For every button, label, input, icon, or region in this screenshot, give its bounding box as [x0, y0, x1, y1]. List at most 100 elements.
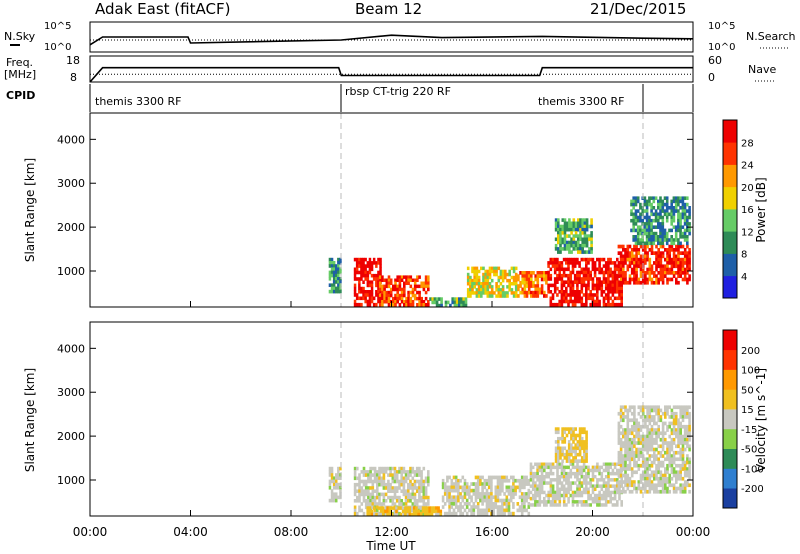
velocity-cell	[602, 481, 606, 485]
velocity-cell	[679, 470, 682, 475]
power-cell	[570, 240, 573, 245]
power-cell	[602, 299, 606, 304]
velocity-cell	[569, 493, 573, 498]
power-cell	[400, 300, 404, 304]
velocity-cell	[616, 484, 619, 488]
power-cell	[666, 261, 669, 265]
power-cell	[405, 296, 408, 301]
power-cell	[672, 238, 676, 242]
power-cell	[400, 287, 404, 292]
velocity-cell	[457, 495, 460, 500]
velocity-cell	[376, 482, 379, 487]
freq-tick-bottom: 8	[70, 71, 77, 84]
power-cell	[381, 287, 384, 292]
power-cell	[545, 294, 548, 298]
power-cell	[643, 199, 647, 204]
velocity-cell	[389, 486, 392, 490]
power-cell	[630, 212, 633, 217]
power-cell	[525, 284, 529, 288]
velocity-cell	[400, 499, 403, 503]
power-cell	[583, 218, 587, 222]
power-cell	[661, 277, 665, 282]
velocity-cell	[585, 443, 588, 447]
velocity-cell	[622, 411, 625, 416]
power-cell	[530, 290, 533, 295]
velocity-cell	[483, 498, 487, 503]
velocity-cell	[617, 473, 621, 478]
velocity-cell	[380, 466, 383, 471]
power-cell	[560, 273, 564, 278]
power-cell	[562, 296, 566, 301]
velocity-cell	[422, 511, 426, 516]
power-cell	[681, 215, 685, 220]
power-cell	[501, 285, 505, 289]
velocity-cell	[677, 463, 680, 468]
velocity-cell	[683, 415, 687, 419]
velocity-cell	[630, 444, 634, 449]
velocity-cell	[536, 475, 539, 479]
velocity-cell	[402, 479, 406, 484]
power-cell	[471, 269, 474, 274]
velocity-cell	[428, 509, 431, 514]
velocity-cell	[339, 489, 342, 493]
power-cell	[686, 271, 689, 275]
velocity-cell	[353, 508, 357, 513]
power-cell	[332, 280, 336, 284]
cpid-segment-3: themis 3300 RF	[538, 95, 625, 108]
velocity-cell	[583, 443, 586, 447]
power-cell	[616, 277, 619, 281]
power-cell	[609, 283, 612, 288]
velocity-cell	[367, 470, 370, 474]
power-cell	[650, 222, 653, 226]
power-cell	[547, 290, 550, 294]
velocity-cell	[585, 440, 588, 444]
velocity-cell	[576, 471, 579, 476]
power-cell	[377, 296, 380, 301]
power-cell	[570, 227, 573, 232]
power-cell	[686, 277, 689, 282]
velocity-cell	[557, 430, 560, 435]
power-cell	[616, 296, 619, 301]
velocity-cell	[622, 473, 625, 478]
power-cell	[581, 243, 584, 248]
velocity-cell	[450, 485, 454, 490]
power-cell	[686, 196, 689, 200]
velocity-cell	[356, 499, 359, 503]
velocity-cell	[560, 487, 564, 491]
velocity-cell	[391, 466, 395, 471]
velocity-cell	[501, 478, 504, 483]
velocity-cell	[459, 502, 462, 506]
power-cell	[626, 254, 630, 259]
power-cell	[630, 218, 633, 223]
power-cell	[626, 248, 630, 252]
power-cell	[611, 270, 615, 275]
power-cell	[523, 274, 527, 278]
velocity-cell	[549, 500, 553, 504]
velocity-cell	[664, 473, 667, 478]
velocity-cell	[628, 457, 632, 462]
power-cell	[525, 271, 529, 275]
power-cell	[392, 300, 395, 304]
power-cell	[378, 293, 382, 298]
power-cell	[637, 280, 641, 285]
power-cell	[611, 280, 615, 284]
power-cell	[337, 289, 340, 294]
velocity-cell	[474, 482, 478, 486]
velocity-cell	[580, 436, 584, 441]
power-cell	[577, 234, 580, 238]
velocity-cell	[384, 482, 388, 487]
velocity-cell	[371, 466, 375, 471]
power-cell	[655, 267, 658, 272]
power-cell	[486, 285, 490, 289]
power-cell	[495, 288, 498, 292]
power-cell	[683, 196, 687, 200]
power-cell	[579, 237, 582, 242]
velocity-cell	[367, 473, 370, 477]
velocity-colorbar-step	[723, 349, 737, 370]
power-cell	[659, 199, 662, 204]
power-ytick-label: 4000	[57, 133, 85, 146]
power-cell	[655, 280, 658, 285]
power-cell	[583, 224, 587, 229]
velocity-cell	[509, 498, 513, 503]
velocity-cell	[655, 483, 658, 488]
